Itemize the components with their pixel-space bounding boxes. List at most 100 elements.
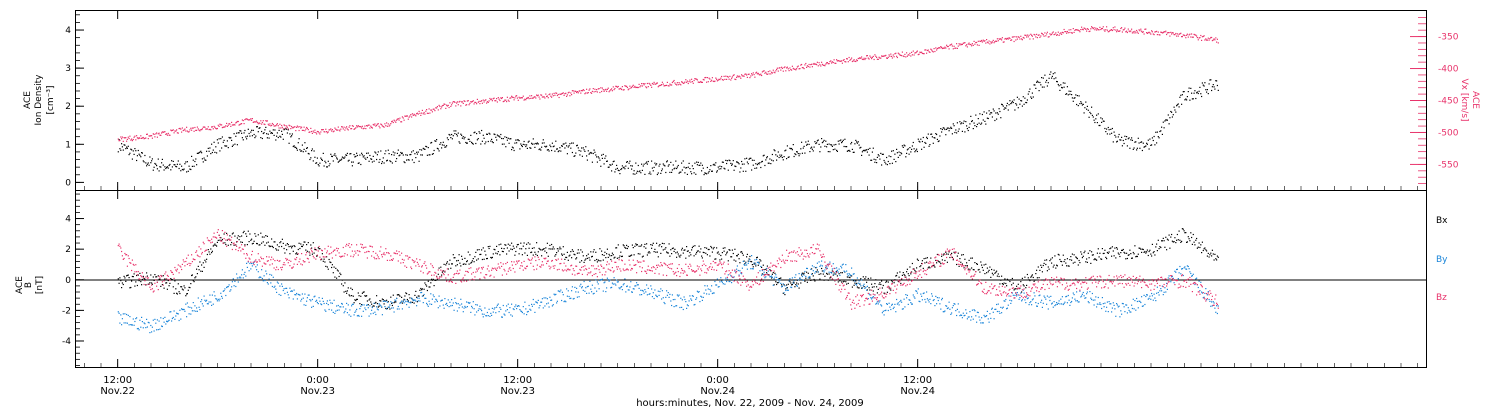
data-point <box>1192 36 1194 38</box>
data-point <box>778 67 780 69</box>
data-point <box>1158 137 1160 139</box>
data-point <box>536 95 538 97</box>
data-point <box>313 150 315 152</box>
data-point <box>167 320 169 322</box>
data-point <box>441 144 443 146</box>
data-point <box>391 307 393 309</box>
data-point <box>1076 257 1078 259</box>
data-point <box>919 266 921 268</box>
data-point <box>1152 139 1154 142</box>
data-point <box>861 56 863 58</box>
data-point <box>326 300 328 302</box>
data-point <box>248 270 250 272</box>
data-point <box>821 61 823 63</box>
data-point <box>836 275 838 277</box>
data-point <box>400 302 402 304</box>
data-point <box>436 139 438 141</box>
data-point <box>660 252 662 254</box>
data-point <box>354 299 356 301</box>
data-point <box>380 300 382 302</box>
data-point <box>1061 261 1063 263</box>
data-point <box>271 122 273 125</box>
data-point <box>306 147 308 149</box>
data-point <box>366 300 368 302</box>
data-point <box>1058 34 1060 36</box>
data-point <box>964 131 966 133</box>
data-point <box>935 295 937 297</box>
data-point <box>395 300 397 302</box>
data-point <box>1159 34 1161 36</box>
data-point <box>357 125 359 127</box>
data-point <box>1158 34 1160 36</box>
data-point <box>906 149 908 151</box>
data-point <box>880 57 882 59</box>
data-point <box>974 262 976 264</box>
data-point <box>351 303 353 305</box>
data-point <box>1067 32 1069 34</box>
data-point <box>991 268 993 271</box>
data-point <box>341 156 343 158</box>
data-point <box>587 150 589 152</box>
data-point <box>668 243 670 245</box>
data-point <box>244 271 246 273</box>
data-point <box>520 242 522 244</box>
data-point <box>336 129 338 131</box>
data-point <box>1068 29 1070 31</box>
data-point <box>245 118 247 120</box>
data-point <box>946 307 948 310</box>
data-point <box>562 294 564 296</box>
data-point <box>628 255 630 257</box>
data-point <box>534 146 536 148</box>
data-point <box>918 300 920 302</box>
data-point <box>521 254 523 256</box>
data-point <box>252 242 254 244</box>
data-point <box>455 105 457 107</box>
data-point <box>1155 246 1157 248</box>
data-point <box>235 285 237 288</box>
data-point <box>442 270 444 272</box>
data-point <box>1015 39 1017 41</box>
data-point <box>762 155 764 157</box>
data-point <box>277 282 279 284</box>
data-point <box>1185 37 1187 39</box>
data-point <box>936 253 938 256</box>
data-point <box>549 244 551 246</box>
data-point <box>640 289 642 291</box>
data-point <box>874 161 876 163</box>
data-point <box>508 311 510 314</box>
data-point <box>641 169 643 171</box>
data-point <box>347 304 349 306</box>
data-point <box>387 301 389 303</box>
data-point <box>836 269 838 271</box>
data-point <box>459 100 461 102</box>
data-point <box>337 161 339 163</box>
data-point <box>291 125 293 128</box>
data-point <box>416 112 418 114</box>
data-point <box>936 303 938 305</box>
data-point <box>248 119 250 121</box>
data-point <box>469 302 471 304</box>
data-point <box>352 125 354 127</box>
data-point <box>1141 31 1143 33</box>
data-point <box>555 293 557 295</box>
data-point <box>341 126 343 128</box>
data-point <box>383 300 385 302</box>
data-point <box>1128 254 1130 256</box>
data-point <box>291 290 293 292</box>
data-point <box>357 314 359 317</box>
data-point <box>1140 248 1142 250</box>
data-point <box>151 135 153 137</box>
data-point <box>557 250 559 252</box>
data-point <box>739 171 741 173</box>
data-point <box>840 272 842 274</box>
data-point <box>953 303 955 305</box>
data-point <box>601 154 603 156</box>
data-point <box>177 132 179 134</box>
data-point <box>1116 247 1118 249</box>
data-point <box>403 161 405 163</box>
data-point <box>1002 283 1004 286</box>
data-point <box>1092 116 1094 118</box>
data-point <box>149 135 151 137</box>
data-point <box>919 141 921 143</box>
data-point <box>191 310 193 312</box>
